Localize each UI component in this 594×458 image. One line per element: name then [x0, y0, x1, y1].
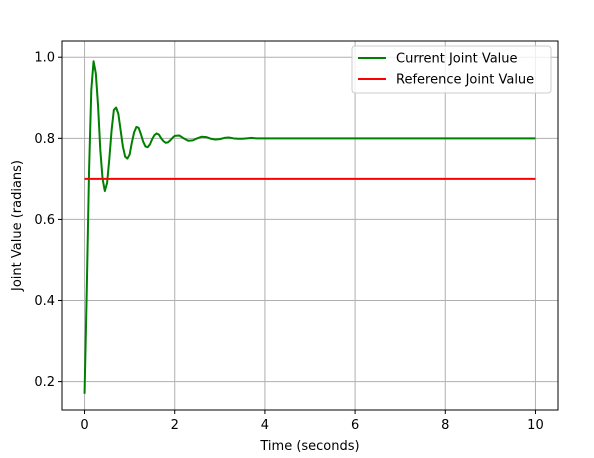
legend-box [351, 45, 552, 94]
x-axis-label: Time (seconds) [259, 439, 359, 454]
axis-ticks: 0 2 4 6 8 10 0.2 0.4 0.6 0.8 1.0 [34, 51, 543, 433]
y-tick-label: 1.0 [34, 51, 55, 66]
legend-label: Current Joint Value [396, 52, 518, 67]
x-tick-label: 4 [261, 418, 269, 433]
y-axis-label: Joint Value (radians) [10, 160, 25, 292]
x-tick-label: 0 [80, 418, 88, 433]
y-tick-label: 0.2 [34, 375, 55, 390]
series-line-current-joint-value [83, 60, 536, 394]
y-tick-label: 0.4 [34, 294, 55, 309]
plot-frame [61, 40, 559, 411]
legend-label: Reference Joint Value [396, 73, 534, 88]
legend: Current Joint Value Reference Joint Value [351, 45, 552, 94]
y-tick-label: 0.6 [34, 213, 55, 228]
x-tick-label: 10 [527, 418, 544, 433]
x-tick-label: 8 [441, 418, 449, 433]
x-tick-label: 6 [351, 418, 359, 433]
x-tick-label: 2 [171, 418, 179, 433]
plot-series [83, 60, 536, 394]
y-tick-label: 0.8 [34, 132, 55, 147]
